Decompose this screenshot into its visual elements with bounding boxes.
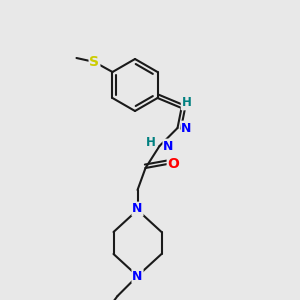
Text: H: H [182, 97, 191, 110]
Text: N: N [132, 269, 143, 283]
Text: N: N [163, 140, 174, 152]
Text: N: N [181, 122, 192, 134]
Text: S: S [89, 55, 100, 69]
Text: N: N [132, 202, 143, 215]
Text: H: H [146, 136, 155, 148]
Text: O: O [168, 157, 179, 171]
